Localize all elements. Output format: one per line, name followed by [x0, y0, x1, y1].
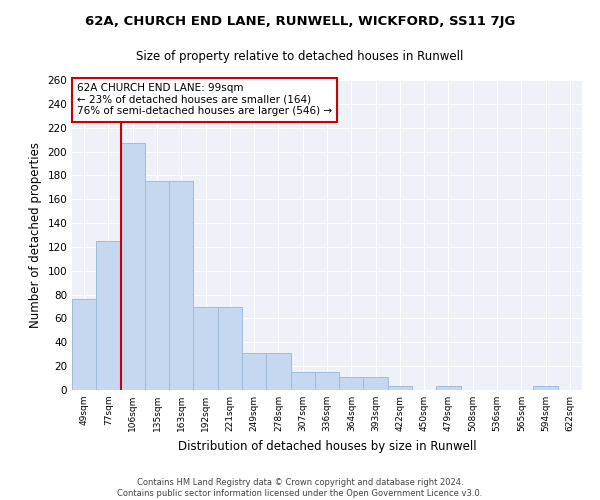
Bar [72, 300, 96, 390]
Bar [242, 353, 266, 390]
Bar [315, 372, 339, 390]
Text: Contains HM Land Registry data © Crown copyright and database right 2024.
Contai: Contains HM Land Registry data © Crown c… [118, 478, 482, 498]
Bar [218, 306, 242, 390]
Bar [388, 386, 412, 390]
Bar [266, 353, 290, 390]
Bar [436, 386, 461, 390]
Bar [339, 377, 364, 390]
Bar [364, 377, 388, 390]
Bar [121, 143, 145, 390]
Y-axis label: Number of detached properties: Number of detached properties [29, 142, 42, 328]
Text: 62A, CHURCH END LANE, RUNWELL, WICKFORD, SS11 7JG: 62A, CHURCH END LANE, RUNWELL, WICKFORD,… [85, 15, 515, 28]
Bar [193, 306, 218, 390]
Bar [290, 372, 315, 390]
Bar [533, 386, 558, 390]
Bar [169, 182, 193, 390]
Text: 62A CHURCH END LANE: 99sqm
← 23% of detached houses are smaller (164)
76% of sem: 62A CHURCH END LANE: 99sqm ← 23% of deta… [77, 83, 332, 116]
Text: Size of property relative to detached houses in Runwell: Size of property relative to detached ho… [136, 50, 464, 63]
Bar [96, 241, 121, 390]
X-axis label: Distribution of detached houses by size in Runwell: Distribution of detached houses by size … [178, 440, 476, 452]
Bar [145, 182, 169, 390]
